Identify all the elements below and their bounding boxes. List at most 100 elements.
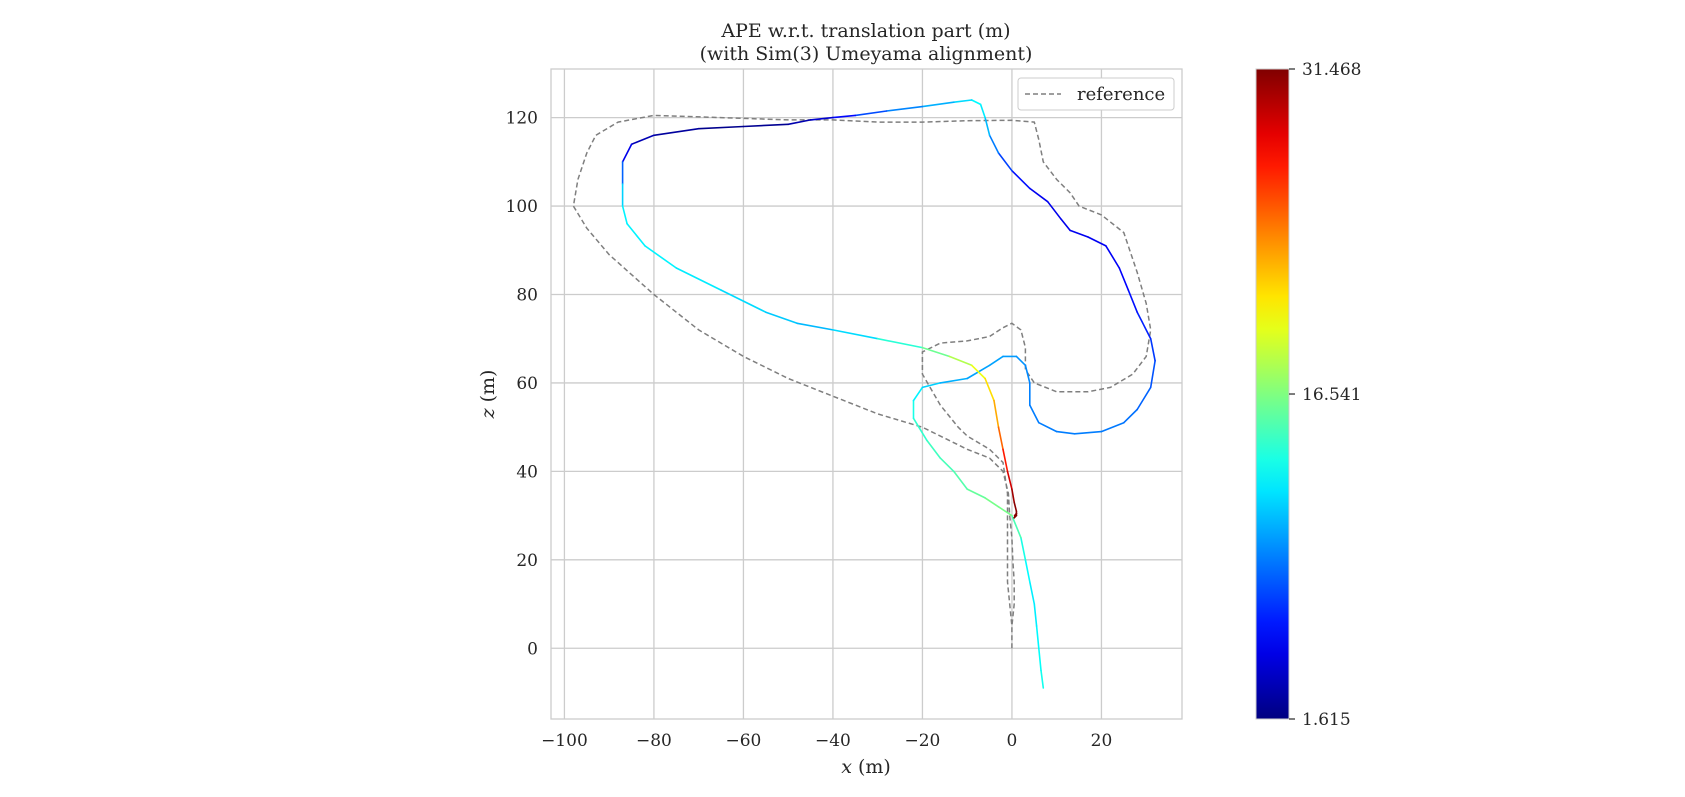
estimate-segment <box>1013 501 1018 513</box>
estimate-segment <box>948 355 973 367</box>
colorbar-ticks: 1.615 16.541 31.468 <box>1289 60 1361 730</box>
estimate-segment <box>1055 430 1076 435</box>
estimate-segment <box>988 355 1004 367</box>
estimate-segment <box>832 114 857 119</box>
y-tick-label: 120 <box>506 109 538 129</box>
estimate-segment <box>1006 470 1013 490</box>
estimate-segment <box>1073 430 1103 435</box>
estimated-trajectory-line <box>621 99 1156 689</box>
x-tick-label: −60 <box>725 731 761 751</box>
estimate-segment <box>997 426 1004 451</box>
legend-box <box>1017 77 1175 111</box>
y-tick-label: 100 <box>506 197 538 217</box>
estimate-segment <box>966 488 986 499</box>
y-tick-label: 0 <box>527 639 538 659</box>
plot-frame <box>550 68 1183 720</box>
colorbar-tick-label: 1.615 <box>1302 710 1351 730</box>
estimate-segment <box>1136 311 1152 340</box>
y-axis-label: z (m) <box>477 370 499 420</box>
x-axis-label-var: x <box>841 756 852 778</box>
estimate-segment <box>997 505 1013 517</box>
estimate-segment <box>1149 337 1156 362</box>
legend-reference-label: reference <box>1077 84 1165 105</box>
grid-lines <box>551 69 1182 719</box>
x-tick-label: −100 <box>541 731 588 751</box>
estimate-segment <box>832 329 879 340</box>
estimate-segment <box>921 101 955 108</box>
estimate-segment <box>1029 404 1040 424</box>
estimate-segment <box>1087 236 1107 247</box>
legend: reference <box>1017 77 1175 111</box>
y-tick-label: 80 <box>516 286 538 306</box>
estimate-segment <box>644 245 678 269</box>
estimate-segment <box>1011 488 1016 504</box>
estimate-segment <box>988 134 1000 154</box>
estimate-segment <box>1060 218 1071 232</box>
estimate-segment <box>952 470 969 490</box>
chart-title: APE w.r.t. translation part (m) <box>720 20 1010 42</box>
estimate-segment <box>1100 421 1125 433</box>
estimate-segment <box>796 322 834 331</box>
estimate-segment <box>653 127 700 137</box>
estimate-segment <box>984 497 1000 508</box>
estimate-segment <box>675 267 722 291</box>
x-axis-ticks: −100 −80 −60 −40 −20 0 20 <box>541 731 1112 751</box>
estimate-segment <box>921 382 942 389</box>
y-axis-label-var: z <box>477 407 499 419</box>
estimate-segment <box>952 99 973 103</box>
estimate-segment <box>764 311 798 325</box>
estimate-segment <box>854 110 888 117</box>
y-tick-label: 60 <box>516 374 538 394</box>
colorbar-tick-label: 16.541 <box>1302 385 1361 405</box>
estimate-segment <box>984 116 991 137</box>
y-axis-label-unit: (m) <box>477 370 499 403</box>
estimate-segment <box>1040 669 1045 689</box>
estimate-segment <box>787 119 812 126</box>
estimate-segment <box>742 123 790 128</box>
estimate-segment <box>1024 364 1031 384</box>
x-tick-label: −20 <box>904 731 940 751</box>
colorbar: 1.615 16.541 31.468 <box>1255 60 1361 730</box>
estimate-segment <box>1127 289 1138 314</box>
chart-title-group: APE w.r.t. translation part (m) (with Si… <box>700 20 1033 65</box>
estimate-segment <box>997 152 1013 172</box>
estimate-segment <box>1035 625 1040 650</box>
estimate-segment <box>1002 448 1009 473</box>
x-tick-label: −40 <box>815 731 851 751</box>
estimate-segment <box>1038 421 1058 433</box>
estimate-segment <box>1046 200 1062 221</box>
estimate-segment <box>1069 229 1089 238</box>
estimate-segment <box>1033 603 1038 627</box>
x-tick-label: 20 <box>1091 731 1113 751</box>
y-tick-label: 40 <box>516 462 538 482</box>
estimate-segment <box>970 364 986 380</box>
estimate-segment <box>1020 536 1027 561</box>
estimate-segment <box>926 439 942 459</box>
y-tick-label: 20 <box>516 551 538 571</box>
estimate-segment <box>630 134 655 145</box>
estimate-segment <box>1038 647 1042 672</box>
estimate-segment <box>1015 355 1027 367</box>
plot-area <box>572 99 1156 689</box>
estimate-segment <box>912 417 928 442</box>
estimate-segment <box>876 337 924 349</box>
estimate-segment <box>921 346 951 358</box>
estimate-segment <box>912 386 924 402</box>
estimate-segment <box>621 143 633 163</box>
estimate-segment <box>621 205 628 225</box>
colorbar-tick-label: 31.468 <box>1302 60 1361 80</box>
y-axis-ticks: 0 20 40 60 80 100 120 <box>506 109 538 660</box>
estimate-segment <box>984 377 995 402</box>
estimate-segment <box>1123 408 1138 424</box>
estimate-segment <box>1118 267 1130 291</box>
estimate-segment <box>1029 187 1049 203</box>
x-axis-label: x (m) <box>841 756 891 778</box>
estimate-segment <box>885 105 924 112</box>
reference-trajectory-line <box>572 114 1152 649</box>
x-axis-label-unit: (m) <box>858 756 891 778</box>
estimate-segment <box>1105 245 1121 269</box>
estimate-segment <box>939 457 955 473</box>
estimate-segment <box>1011 169 1031 190</box>
estimate-segment <box>809 116 834 121</box>
